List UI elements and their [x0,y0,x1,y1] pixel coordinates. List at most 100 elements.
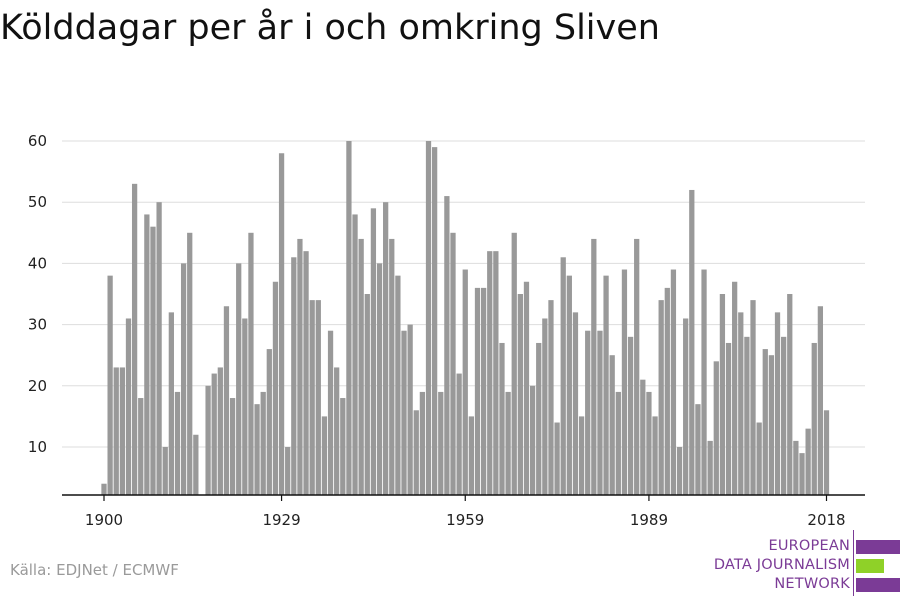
bar-1946 [383,202,389,495]
bar-1968 [517,294,523,495]
bar-1930 [285,447,291,495]
bar-1934 [309,300,315,495]
bar-2000 [713,361,719,495]
bar-1901 [107,275,113,495]
bar-1956 [444,196,450,495]
bar-1914 [187,232,193,496]
bar-1978 [578,416,585,495]
bar-1932 [297,238,303,496]
chart-title: Kölddagar per år i och omkring Sliven [0,8,660,48]
bar-1933 [303,251,309,495]
bar-1905 [131,183,138,495]
bar-1964 [493,251,499,495]
bar-1935 [315,300,321,495]
logo-bar-purple-bottom [856,578,900,592]
bar-1913 [180,263,187,495]
bar-1917 [205,385,211,495]
bar-1904 [125,318,132,495]
bar-1951 [413,410,419,495]
y-tick-label: 30 [28,316,47,334]
logo-line-3: NETWORK [774,576,850,592]
bar-1979 [585,330,591,495]
bar-2015 [805,428,811,495]
bar-2004 [738,312,744,495]
bar-1939 [340,398,346,495]
logo-line-1: EUROPEAN [768,538,850,554]
bar-1941 [352,214,358,495]
bar-1920 [223,306,230,495]
bar-2001 [719,294,726,495]
bar-1985 [621,269,628,495]
edjnet-logo[interactable]: EUROPEAN DATA JOURNALISM NETWORK [700,530,900,596]
logo-line-2: DATA JOURNALISM [713,557,850,573]
bar-1990 [652,416,658,495]
bar-1926 [260,391,266,495]
bar-1954 [432,147,438,495]
bar-1955 [438,391,444,495]
bar-2002 [725,342,732,495]
bar-2009 [768,355,775,495]
bar-1958 [456,373,462,495]
bar-1911 [168,312,174,495]
bar-2003 [732,281,738,495]
bar-2018 [823,410,830,495]
bar-1969 [523,281,530,495]
bar-2006 [750,300,756,495]
bar-1952 [419,391,426,495]
bar-1945 [376,263,383,495]
bars [101,141,830,496]
bar-2007 [756,422,762,495]
bar-1928 [272,281,279,495]
bar-1982 [603,275,609,495]
logo-bar-green [856,559,884,573]
bar-1983 [609,355,615,495]
bar-1957 [450,232,456,496]
x-tick-label: 2018 [807,511,845,529]
bar-1922 [236,263,242,495]
bar-1924 [248,232,254,496]
bar-1950 [407,324,413,495]
bar-1925 [254,404,260,495]
bar-2011 [781,336,787,495]
bar-1976 [566,275,572,495]
x-tick-label: 1929 [262,511,300,529]
bar-1960 [468,416,475,495]
bar-1961 [474,287,481,495]
bar-1906 [138,398,144,495]
y-tick-label: 10 [28,438,47,456]
bar-1970 [529,385,536,495]
bar-1989 [646,391,652,495]
x-tick-label: 1989 [630,511,668,529]
bar-1944 [370,208,377,495]
bar-1984 [615,391,621,495]
bar-1972 [542,318,548,495]
bar-1943 [364,294,370,495]
bar-1936 [321,416,328,495]
bar-1942 [358,238,364,496]
bar-1918 [211,373,217,495]
bar-1937 [327,330,334,495]
bar-1929 [278,153,285,496]
axes: 10 20 30 40 50 60 1900 1929 1959 1989 2018 [28,132,865,529]
bar-1909 [156,202,162,495]
bar-2017 [817,306,824,495]
y-tick-label: 20 [28,377,47,395]
bar-1912 [174,391,181,495]
bar-1921 [229,398,236,495]
bar-1974 [554,422,560,495]
bar-1919 [217,367,223,495]
bar-1986 [627,336,634,495]
logo-bar-purple-top [856,540,900,554]
bar-1927 [266,349,272,495]
bar-1995 [683,318,689,495]
bar-1996 [689,189,695,495]
source-text: Källa: EDJNet / ECMWF [10,561,179,579]
bar-2013 [793,440,799,495]
bar-1949 [401,330,407,495]
bar-2012 [787,294,793,495]
bar-1938 [334,367,340,495]
bar-1963 [487,251,493,495]
x-tick-label: 1900 [85,511,123,529]
bar-1998 [701,269,707,495]
